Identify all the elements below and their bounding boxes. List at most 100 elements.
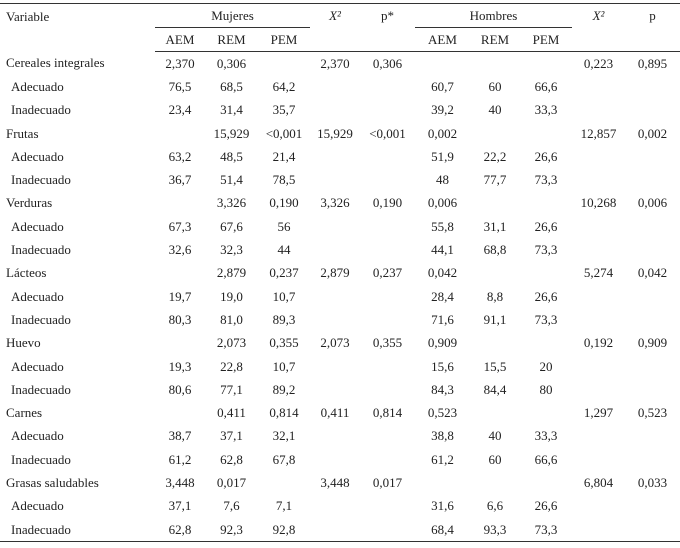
sub-header-cell: PEM bbox=[258, 27, 310, 52]
cell: 15,6 bbox=[431, 358, 454, 374]
cell: 3,448 bbox=[320, 474, 350, 490]
cell: 84,4 bbox=[483, 381, 507, 397]
cell: 0,814 bbox=[372, 405, 403, 421]
cell bbox=[310, 378, 360, 401]
cell bbox=[310, 355, 360, 378]
cell: 31,6 bbox=[431, 498, 454, 514]
group-row: Lácteos 2,879 0,237 2,879 0,237 0,042 5,274 0,0… bbox=[0, 262, 680, 285]
cell bbox=[360, 238, 415, 261]
cell: 62,8 bbox=[220, 451, 243, 467]
cell bbox=[572, 168, 625, 191]
row-label: Adecuado bbox=[11, 218, 64, 234]
cell bbox=[310, 308, 360, 331]
sub-header-cell: REM bbox=[205, 27, 258, 52]
cell bbox=[572, 238, 625, 261]
cell: 36,7 bbox=[168, 172, 192, 188]
cell bbox=[310, 495, 360, 518]
cell: 66,6 bbox=[534, 78, 558, 94]
cell: 26,6 bbox=[534, 498, 558, 514]
cell bbox=[572, 145, 625, 168]
sub-row: Inadecuado 80,3 81,0 89,3 71,6 91,1 73,3 bbox=[0, 308, 680, 331]
cell: 73,3 bbox=[534, 311, 558, 327]
cell: 32,6 bbox=[168, 242, 192, 258]
cell bbox=[625, 215, 680, 238]
row-label: Frutas bbox=[6, 125, 39, 141]
header-cell: X² bbox=[310, 3, 360, 28]
cell bbox=[155, 122, 205, 145]
cell bbox=[415, 471, 470, 494]
cell bbox=[310, 517, 360, 543]
sub-row: Adecuado 76,5 68,5 64,2 60,7 60 66,6 bbox=[0, 75, 680, 98]
cell bbox=[625, 145, 680, 168]
cell: 68,8 bbox=[483, 242, 507, 258]
cell bbox=[572, 355, 625, 378]
cell bbox=[360, 448, 415, 471]
cell bbox=[155, 401, 205, 424]
cell bbox=[470, 401, 520, 424]
cell bbox=[572, 75, 625, 98]
cell bbox=[155, 262, 205, 285]
cell: 0,006 bbox=[427, 195, 458, 211]
cell bbox=[470, 471, 520, 494]
cell: 67,6 bbox=[220, 218, 243, 234]
cell bbox=[360, 145, 415, 168]
row-label: Adecuado bbox=[11, 288, 64, 304]
page: {"table": { "header": {"variable": "Vari… bbox=[0, 3, 680, 548]
sub-row: Adecuado 63,2 48,5 21,4 51,9 22,2 26,6 bbox=[0, 145, 680, 168]
cell: 35,7 bbox=[272, 102, 296, 118]
row-label: Inadecuado bbox=[11, 381, 71, 397]
cell: 0,909 bbox=[637, 335, 668, 351]
row-label: Inadecuado bbox=[11, 242, 71, 258]
cell bbox=[572, 495, 625, 518]
cell: 91,1 bbox=[483, 311, 507, 327]
cell: 60 bbox=[488, 78, 502, 94]
cell: 0,042 bbox=[427, 265, 458, 281]
cell bbox=[625, 448, 680, 471]
sub-row: Inadecuado 62,8 92,3 92,8 68,4 93,3 73,3 bbox=[0, 517, 680, 543]
cell: 84,3 bbox=[431, 381, 454, 397]
cell: 31,4 bbox=[220, 102, 243, 118]
cell bbox=[470, 262, 520, 285]
cell bbox=[625, 425, 680, 448]
cell: 73,3 bbox=[520, 517, 572, 543]
cell: 2,073 bbox=[216, 335, 247, 351]
group-header: Mujeres bbox=[155, 3, 310, 28]
cell: 78,5 bbox=[272, 172, 296, 188]
cell: 0,411 bbox=[217, 405, 246, 421]
cell: 60,7 bbox=[431, 78, 454, 94]
cell: 68,4 bbox=[415, 517, 470, 543]
group-row: Verduras 3,326 0,190 3,326 0,190 0,006 10,268 0… bbox=[0, 192, 680, 215]
cell: 0,523 bbox=[637, 405, 668, 421]
cell bbox=[360, 355, 415, 378]
cell: 26,6 bbox=[534, 218, 558, 234]
cell bbox=[310, 448, 360, 471]
cell bbox=[572, 425, 625, 448]
sub-header-cell: AEM bbox=[155, 27, 205, 52]
cell bbox=[470, 192, 520, 215]
cell: 39,2 bbox=[431, 102, 454, 118]
cell bbox=[360, 168, 415, 191]
row-label: Carnes bbox=[6, 405, 43, 421]
cell: 0,306 bbox=[216, 55, 247, 71]
cell bbox=[470, 52, 520, 76]
cell: 0,355 bbox=[269, 335, 299, 351]
cell: 0,355 bbox=[372, 335, 403, 351]
cell bbox=[360, 378, 415, 401]
header-cell: X² bbox=[572, 3, 625, 28]
data-table: Variable Mujeres X² p* Hombres X² p AEM R… bbox=[0, 3, 680, 543]
cell: 38,8 bbox=[431, 428, 454, 444]
cell bbox=[625, 285, 680, 308]
cell: 40 bbox=[488, 102, 502, 118]
cell bbox=[415, 52, 470, 76]
cell: 19,0 bbox=[220, 288, 243, 304]
cell: 0,042 bbox=[637, 265, 668, 281]
cell: 6,6 bbox=[486, 498, 504, 514]
sub-row: Adecuado 19,7 19,0 10,7 28,4 8,8 26,6 bbox=[0, 285, 680, 308]
cell: 93,3 bbox=[470, 517, 520, 543]
row-label: Inadecuado bbox=[11, 451, 71, 467]
row-label: Adecuado bbox=[11, 358, 64, 374]
cell bbox=[360, 517, 415, 543]
cell: 64,2 bbox=[272, 78, 296, 94]
cell: 0,002 bbox=[427, 125, 458, 141]
cell bbox=[625, 238, 680, 261]
